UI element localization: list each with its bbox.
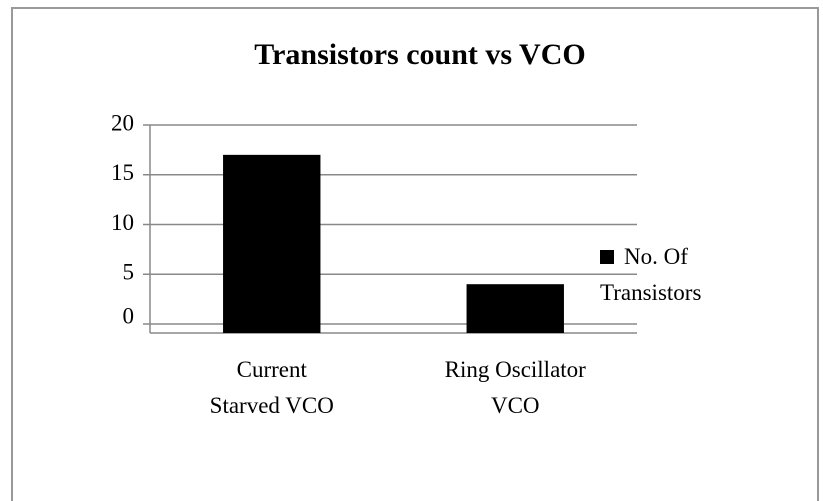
y-tick-label: 0	[123, 303, 135, 328]
y-tick-label: 10	[111, 210, 134, 235]
y-tick-label: 5	[123, 260, 135, 285]
legend-swatch	[600, 250, 614, 264]
bar	[223, 154, 321, 333]
frame	[11, 7, 819, 501]
chart-title: Transistors count vs VCO	[254, 38, 585, 71]
legend-label: No. Of Transistors	[600, 244, 702, 305]
x-tick-label: Ring Oscillator VCO	[444, 357, 586, 418]
y-tick-label: 20	[111, 110, 134, 135]
bar	[466, 284, 564, 333]
y-tick-label: 15	[111, 160, 134, 185]
x-tick-label: Current Starved VCO	[209, 357, 334, 418]
